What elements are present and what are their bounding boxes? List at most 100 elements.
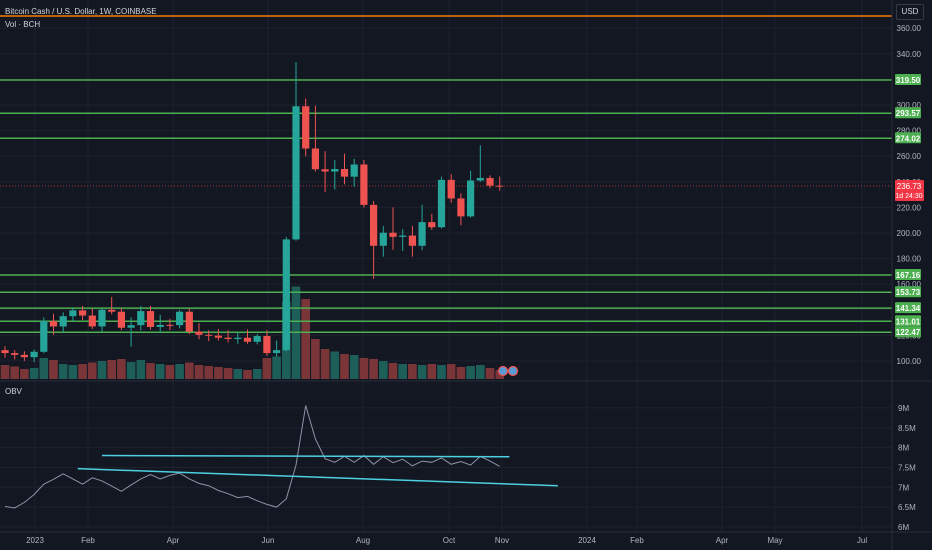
volume-bar [39,358,49,379]
volume-bar [165,365,175,379]
candle-body [11,353,19,355]
level-price-tag [895,315,921,327]
level-price-label: 293.57 [896,109,921,118]
last-price-tag [895,179,924,201]
price-tick-label: 300.00 [897,101,922,110]
level-price-label: 274.02 [896,134,921,143]
event-marker-icon[interactable] [497,365,509,377]
obv-tick-label: 8.5M [898,424,916,433]
volume-bar [330,351,340,379]
candle-body [185,311,193,332]
volume-bar [194,365,204,379]
obv-legend: OBV [5,387,22,396]
price-tick-label: 360.00 [897,24,922,33]
candle-body [88,315,96,327]
candle-body [486,177,494,186]
candle-body [127,325,135,328]
volume-bar [136,360,146,379]
volume-bar [379,361,388,379]
candle-body [20,354,28,358]
volume-bar [155,364,165,379]
price-tick-label: 220.00 [897,203,922,212]
volume-bar [252,369,262,379]
price-tick-label: 100.00 [897,357,922,366]
volume-bar [20,369,29,379]
time-tick-label: Jun [262,536,275,545]
volume-bar [485,368,495,379]
candle-body [370,204,378,246]
candle-body [360,164,368,205]
time-tick-label: Apr [716,536,729,545]
level-price-label: 319.50 [896,76,921,85]
candle-body [1,350,9,354]
candle-body [59,316,67,327]
candle-body [418,222,426,246]
volume-bar [29,368,39,379]
event-marker-icon[interactable] [507,365,519,377]
volume-bar [320,349,330,379]
price-tick-label: 160.00 [897,280,922,289]
price-tick-label: 200.00 [897,229,922,238]
price-tick-label: 180.00 [897,255,922,264]
time-tick-label: May [767,536,782,545]
obv-trendline[interactable] [77,467,558,487]
time-tick-label: 2023 [26,536,44,545]
level-price-label: 141.34 [896,304,921,313]
volume-bar [301,299,310,379]
level-price-label: 122.47 [896,328,921,337]
time-tick-label: 2024 [578,536,596,545]
candle-body [40,321,48,352]
volume-bar [437,365,446,379]
level-price-label: 153.73 [896,288,921,297]
candle-body [379,232,387,246]
candle-body [263,336,271,354]
obv-trendline[interactable] [101,454,510,458]
candle-body [166,324,174,326]
candle-body [224,337,232,339]
time-tick-label: Apr [167,536,180,545]
level-price-tag [895,269,921,281]
volume-bar [456,367,466,379]
volume-legend: Vol · BCH [5,20,41,29]
time-tick-label: Oct [443,536,456,545]
currency-button[interactable]: USD [896,4,924,20]
level-price-label: 167.16 [896,271,921,280]
volume-bar [233,369,243,379]
candle-body [428,222,436,228]
volume-bar [417,365,427,379]
candle-body [253,336,261,342]
volume-bar [262,358,272,379]
volume-bar [476,365,485,379]
candle-body [311,148,319,170]
candle-body [331,169,339,172]
candle-body [292,106,300,240]
volume-bar [214,367,223,379]
candle-body [350,164,358,177]
candle-body [447,179,455,199]
volume-bar [68,365,78,379]
chart-title: Bitcoin Cash / U.S. Dollar, 1W, COINBASE [5,7,157,16]
volume-bar [88,362,97,379]
volume-bar [58,364,68,379]
candle-body [156,324,164,327]
volume-bar [388,363,398,379]
level-price-tag [895,74,921,86]
candle-body [79,310,87,316]
volume-bar [408,364,417,379]
candle-body [137,311,145,326]
level-price-tag [895,302,921,314]
bar-countdown-label: 1d 24:30 [895,193,922,200]
volume-bar [117,359,126,379]
last-price-label: 236.73 [897,182,922,191]
volume-bar [49,360,58,379]
volume-bar [359,358,369,379]
candle-body [69,310,77,317]
obv-tick-label: 7.5M [898,463,916,472]
volume-bar [0,365,10,379]
candle-body [195,331,203,335]
obv-tick-label: 7M [898,483,909,492]
obv-tick-label: 6M [898,523,909,532]
volume-bar [175,364,184,379]
